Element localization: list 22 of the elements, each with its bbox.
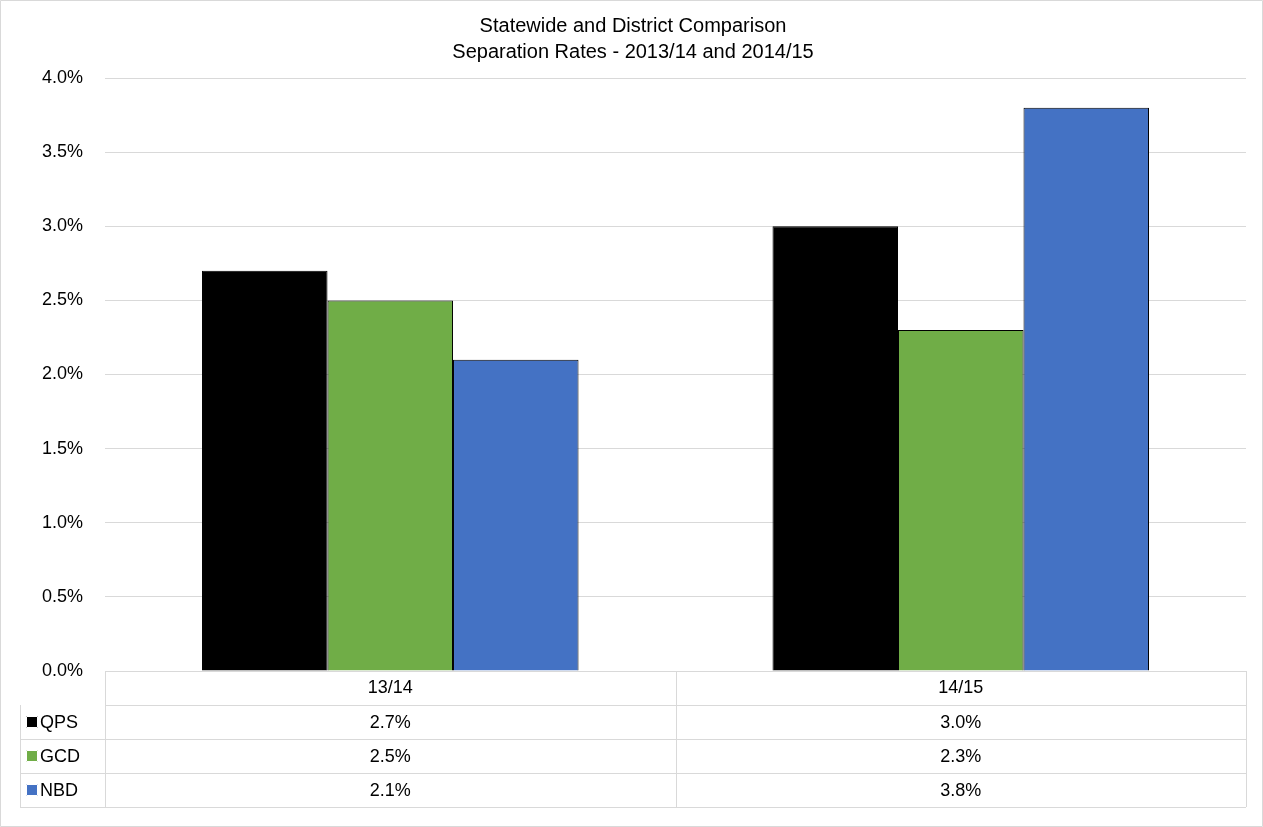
y-tick-label: 2.0% bbox=[42, 363, 84, 384]
chart-title: Statewide and District Comparison bbox=[479, 13, 787, 36]
y-tick-label: 1.0% bbox=[42, 511, 84, 532]
data-label: 2.7% bbox=[369, 711, 411, 732]
y-tick-label: 3.0% bbox=[42, 215, 84, 236]
data-label: 2.1% bbox=[369, 779, 411, 800]
data-label: 3.8% bbox=[940, 779, 982, 800]
y-tick-label: 3.5% bbox=[42, 141, 84, 162]
y-tick-label: 0.5% bbox=[42, 585, 84, 606]
legend-label: NBD bbox=[40, 779, 79, 800]
chart-subtitle: Separation Rates - 2013/14 and 2014/15 bbox=[452, 39, 814, 62]
x-tick-label: 13/14 bbox=[367, 676, 413, 697]
y-tick-label: 4.0% bbox=[42, 66, 84, 87]
data-label: 2.5% bbox=[369, 745, 411, 766]
x-tick-label: 14/15 bbox=[938, 676, 984, 697]
y-tick-label: 1.5% bbox=[42, 437, 84, 458]
data-label: 3.0% bbox=[940, 711, 982, 732]
y-tick-label: 2.5% bbox=[42, 289, 84, 310]
legend-label: QPS bbox=[40, 711, 79, 732]
legend-label: GCD bbox=[40, 745, 80, 766]
data-label: 2.3% bbox=[940, 745, 982, 766]
y-tick-label: 0.0% bbox=[42, 659, 84, 680]
